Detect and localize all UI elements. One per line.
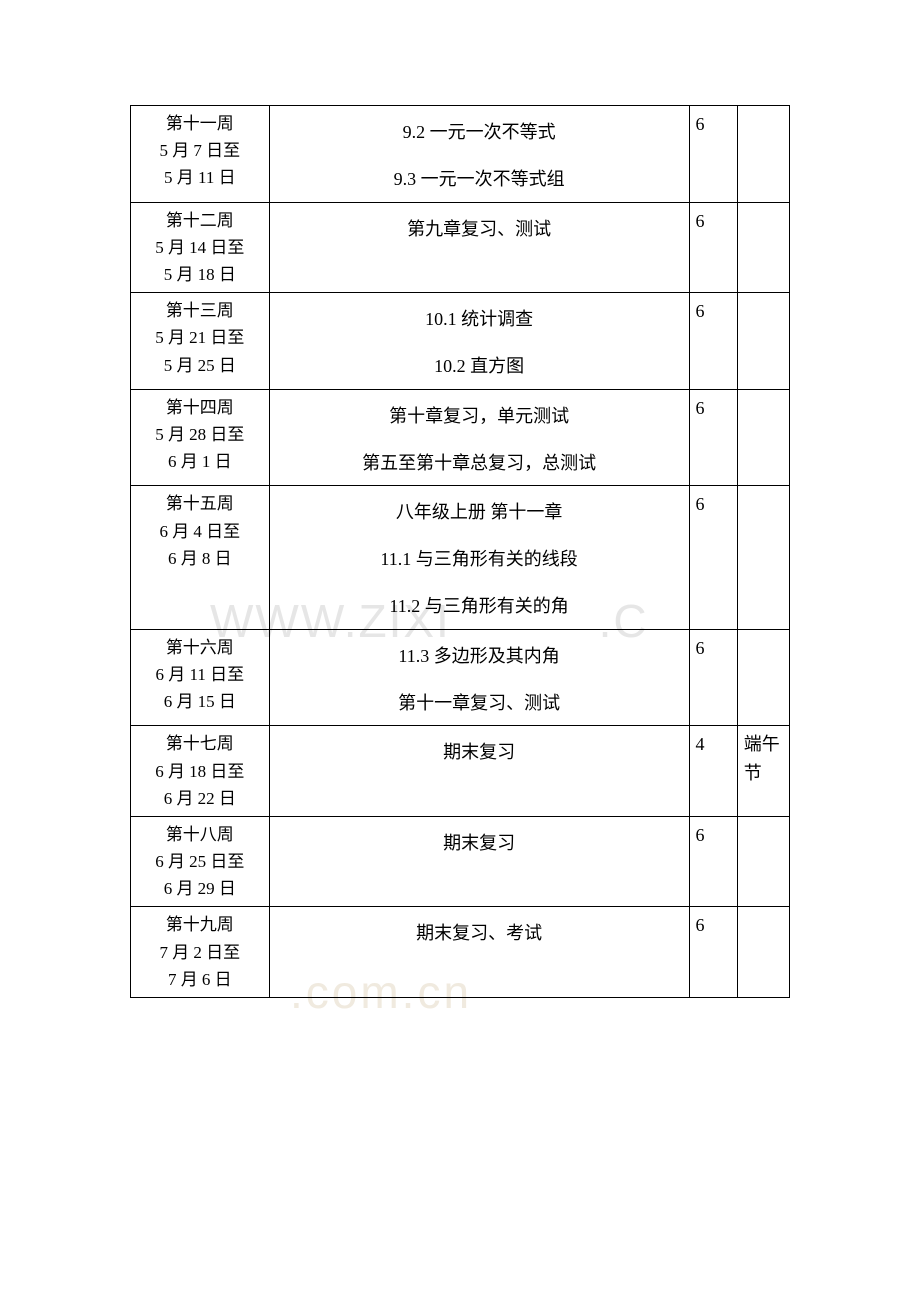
note-cell: [737, 486, 789, 629]
content-line: 期末复习: [276, 829, 683, 858]
content-line: 11.1 与三角形有关的线段: [276, 545, 683, 574]
content-line: 10.2 直方图: [276, 352, 683, 381]
hours-cell: 6: [689, 486, 737, 629]
hours-cell: 6: [689, 293, 737, 390]
note-cell: [737, 106, 789, 203]
note-cell: [737, 816, 789, 907]
week-label: 第十八周: [137, 821, 263, 848]
week-cell: 第十八周6 月 25 日至6 月 29 日: [131, 816, 270, 907]
date-line: 5 月 11 日: [137, 164, 263, 191]
date-line: 6 月 11 日至: [137, 661, 263, 688]
date-line: 6 月 29 日: [137, 875, 263, 902]
schedule-table-wrap: 第十一周5 月 7 日至5 月 11 日9.2 一元一次不等式9.3 一元一次不…: [130, 105, 790, 998]
week-cell: 第十一周5 月 7 日至5 月 11 日: [131, 106, 270, 203]
week-label: 第十二周: [137, 207, 263, 234]
hours-cell: 6: [689, 816, 737, 907]
week-label: 第十五周: [137, 490, 263, 517]
content-line: 9.2 一元一次不等式: [276, 118, 683, 147]
hours-cell: 4: [689, 726, 737, 817]
week-label: 第十一周: [137, 110, 263, 137]
table-row: 第十五周6 月 4 日至6 月 8 日八年级上册 第十一章 11.1 与三角形有关…: [131, 486, 790, 629]
content-line: 9.3 一元一次不等式组: [276, 165, 683, 194]
table-row: 第十八周6 月 25 日至6 月 29 日期末复习6: [131, 816, 790, 907]
date-line: 5 月 21 日至: [137, 324, 263, 351]
content-line: 11.2 与三角形有关的角: [276, 592, 683, 621]
week-cell: 第十五周6 月 4 日至6 月 8 日: [131, 486, 270, 629]
date-line: 5 月 28 日至: [137, 421, 263, 448]
table-row: 第十九周7 月 2 日至7 月 6 日期末复习、考试6: [131, 907, 790, 998]
hours-cell: 6: [689, 629, 737, 726]
date-line: 6 月 1 日: [137, 448, 263, 475]
table-row: 第十四周5 月 28 日至6 月 1 日第十章复习，单元测试第五至第十章总复习，…: [131, 389, 790, 486]
content-line: 第十章复习，单元测试: [276, 402, 683, 431]
week-label: 第十七周: [137, 730, 263, 757]
note-cell: [737, 629, 789, 726]
schedule-table: 第十一周5 月 7 日至5 月 11 日9.2 一元一次不等式9.3 一元一次不…: [130, 105, 790, 998]
content-line: 期末复习、考试: [276, 919, 683, 948]
content-line: 第九章复习、测试: [276, 215, 683, 244]
content-line: 第五至第十章总复习，总测试: [276, 449, 683, 478]
hours-cell: 6: [689, 907, 737, 998]
content-cell: 第九章复习、测试: [269, 202, 689, 293]
content-cell: 10.1 统计调查 10.2 直方图: [269, 293, 689, 390]
table-row: 第十三周5 月 21 日至5 月 25 日10.1 统计调查10.2 直方图6: [131, 293, 790, 390]
table-row: 第十一周5 月 7 日至5 月 11 日9.2 一元一次不等式9.3 一元一次不…: [131, 106, 790, 203]
date-line: 5 月 14 日至: [137, 234, 263, 261]
content-line: 期末复习: [276, 738, 683, 767]
date-line: 6 月 18 日至: [137, 758, 263, 785]
week-cell: 第十四周5 月 28 日至6 月 1 日: [131, 389, 270, 486]
week-cell: 第十二周5 月 14 日至5 月 18 日: [131, 202, 270, 293]
date-line: 6 月 15 日: [137, 688, 263, 715]
hours-cell: 6: [689, 106, 737, 203]
date-line: 5 月 18 日: [137, 261, 263, 288]
content-cell: 第十章复习，单元测试第五至第十章总复习，总测试: [269, 389, 689, 486]
content-line: 11.3 多边形及其内角: [276, 642, 683, 671]
content-cell: 期末复习、考试: [269, 907, 689, 998]
content-line: 八年级上册 第十一章: [276, 498, 683, 527]
content-cell: 期末复习: [269, 816, 689, 907]
note-cell: [737, 907, 789, 998]
week-label: 第十三周: [137, 297, 263, 324]
note-cell: 端午节: [737, 726, 789, 817]
date-line: 6 月 25 日至: [137, 848, 263, 875]
week-cell: 第十九周7 月 2 日至7 月 6 日: [131, 907, 270, 998]
week-label: 第十四周: [137, 394, 263, 421]
week-cell: 第十三周5 月 21 日至5 月 25 日: [131, 293, 270, 390]
note-line: 端午: [744, 730, 783, 759]
table-row: 第十二周5 月 14 日至5 月 18 日第九章复习、测试6: [131, 202, 790, 293]
hours-cell: 6: [689, 389, 737, 486]
note-line: 节: [744, 759, 783, 788]
note-cell: [737, 389, 789, 486]
content-cell: 期末复习: [269, 726, 689, 817]
table-row: 第十六周6 月 11 日至6 月 15 日11.3 多边形及其内角第十一章复习、…: [131, 629, 790, 726]
week-cell: 第十七周6 月 18 日至6 月 22 日: [131, 726, 270, 817]
hours-cell: 6: [689, 202, 737, 293]
content-cell: 八年级上册 第十一章 11.1 与三角形有关的线段 11.2 与三角形有关的角: [269, 486, 689, 629]
content-cell: 9.2 一元一次不等式 9.3 一元一次不等式组: [269, 106, 689, 203]
table-row: 第十七周6 月 18 日至6 月 22 日期末复习4端午节: [131, 726, 790, 817]
week-label: 第十六周: [137, 634, 263, 661]
content-line: 第十一章复习、测试: [276, 689, 683, 718]
week-label: 第十九周: [137, 911, 263, 938]
week-cell: 第十六周6 月 11 日至6 月 15 日: [131, 629, 270, 726]
date-line: 7 月 2 日至: [137, 939, 263, 966]
date-line: 6 月 22 日: [137, 785, 263, 812]
date-line: 5 月 25 日: [137, 352, 263, 379]
date-line: 5 月 7 日至: [137, 137, 263, 164]
date-line: 6 月 4 日至: [137, 518, 263, 545]
note-cell: [737, 293, 789, 390]
note-cell: [737, 202, 789, 293]
date-line: 7 月 6 日: [137, 966, 263, 993]
date-line: 6 月 8 日: [137, 545, 263, 572]
content-cell: 11.3 多边形及其内角第十一章复习、测试: [269, 629, 689, 726]
content-line: 10.1 统计调查: [276, 305, 683, 334]
